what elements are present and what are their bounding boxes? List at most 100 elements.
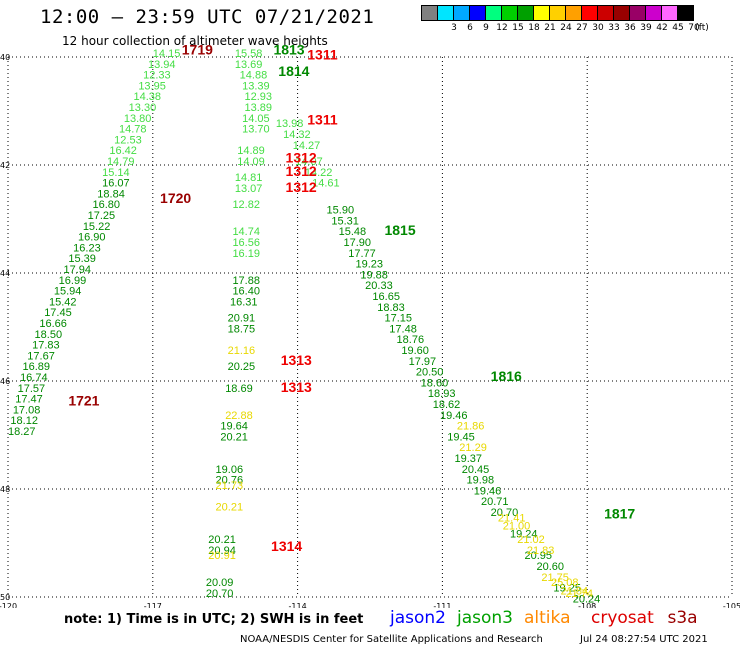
pass-time-label: 1314 bbox=[271, 538, 302, 554]
wave-height-label: 16.65 bbox=[372, 291, 400, 303]
wave-height-label: 14.78 bbox=[119, 124, 147, 136]
wave-height-label: 13.89 bbox=[245, 102, 273, 114]
wave-height-label: 21.75 bbox=[541, 572, 569, 584]
wave-height-label: 16.31 bbox=[230, 296, 258, 308]
wave-height-label: 19.60 bbox=[401, 345, 429, 357]
wave-height-label: 12.93 bbox=[245, 91, 273, 103]
wave-height-label: 18.69 bbox=[225, 383, 253, 395]
wave-height-label: 13.39 bbox=[242, 80, 270, 92]
wave-height-label: 20.50 bbox=[416, 367, 444, 379]
wave-height-label: 17.57 bbox=[18, 383, 46, 395]
wave-height-label: 14.89 bbox=[237, 145, 265, 157]
wave-height-label: 21.41 bbox=[498, 512, 526, 524]
pass-time-label: 1721 bbox=[68, 392, 99, 408]
wave-height-label: 17.94 bbox=[64, 264, 92, 276]
wave-height-label: 18.93 bbox=[428, 388, 456, 400]
wave-height-label: 15.58 bbox=[235, 48, 263, 60]
wave-height-label: 18.27 bbox=[8, 426, 36, 438]
wave-height-label: 16.99 bbox=[59, 275, 87, 287]
wave-height-label: 16.19 bbox=[232, 248, 260, 260]
wave-height-label: 19.25 bbox=[553, 583, 581, 595]
colorbar-unit: (ft) bbox=[695, 23, 709, 33]
wave-height-label: 20.21 bbox=[220, 431, 248, 443]
wave-height-label: 18.50 bbox=[35, 329, 63, 341]
wave-height-label: 19.45 bbox=[447, 431, 475, 443]
wave-height-label: 14.15 bbox=[153, 48, 181, 60]
pass-time-label: 1311 bbox=[307, 112, 338, 128]
lat-tick-label: 50 bbox=[0, 593, 10, 602]
wave-height-label: 21.74 bbox=[565, 588, 593, 600]
wave-height-label: 15.31 bbox=[331, 215, 359, 227]
lat-tick-label: 40 bbox=[0, 53, 10, 62]
lat-tick-label: 48 bbox=[0, 485, 10, 494]
wave-height-label: 17.83 bbox=[32, 340, 60, 352]
wave-height-label: 12.33 bbox=[143, 70, 171, 82]
wave-height-label: 16.56 bbox=[232, 237, 260, 249]
pass-time-label: 1816 bbox=[491, 368, 522, 384]
wave-height-label: 14.22 bbox=[305, 167, 333, 179]
wave-height-label: 16.40 bbox=[232, 286, 260, 298]
wave-height-label: 13.94 bbox=[148, 59, 176, 71]
colorbar-label: 42 bbox=[656, 23, 668, 33]
wave-height-label: 25.08 bbox=[551, 577, 579, 589]
lat-tick-label: 44 bbox=[0, 269, 10, 278]
wave-height-label: 15.42 bbox=[49, 296, 77, 308]
colorbar-label: 27 bbox=[576, 23, 588, 33]
wave-height-label: 18.76 bbox=[397, 334, 425, 346]
wave-height-label: 18.75 bbox=[228, 323, 256, 335]
map-title: 12:00 – 23:59 UTC 07/21/2021 bbox=[40, 6, 375, 28]
wave-height-label: 17.15 bbox=[384, 313, 412, 325]
wave-height-label: 13.69 bbox=[235, 59, 263, 71]
pass-time-label: 1313 bbox=[281, 379, 312, 395]
altimeter-map: 40 42 44 46 48 50-120 -117 -114 -111 -108 -105 14.1… bbox=[0, 41, 740, 608]
wave-height-label: 20.95 bbox=[524, 550, 552, 562]
colorbar-labels: 3 6 9 12 15 18 21 24 27 30 33 36 39 42 45 70 (ft) bbox=[422, 23, 732, 35]
wave-height-label: 20.94 bbox=[208, 545, 236, 557]
satellite-jason2: jason2 bbox=[390, 608, 446, 628]
wave-height-label: 20.70 bbox=[491, 507, 519, 519]
wave-height-label: 19.46 bbox=[474, 485, 502, 497]
wave-height-label: 14.88 bbox=[240, 70, 268, 82]
pass-time-label: 1814 bbox=[278, 63, 309, 79]
lon-tick-label: -114 bbox=[289, 602, 307, 608]
wave-height-label: 15.39 bbox=[68, 253, 96, 265]
wave-height-label: 21.00 bbox=[503, 521, 531, 533]
wave-height-label: 21.73 bbox=[216, 480, 244, 492]
wave-height-label: 16.23 bbox=[73, 242, 101, 254]
colorbar-label: 12 bbox=[496, 23, 508, 33]
lat-tick-label: 46 bbox=[0, 377, 10, 386]
wave-height-label: 20.33 bbox=[365, 280, 393, 292]
wave-height-label: 13.80 bbox=[124, 113, 152, 125]
wave-height-label: 16.80 bbox=[92, 199, 120, 211]
wave-height-label: 16.07 bbox=[102, 178, 130, 190]
wave-height-label: 14.38 bbox=[133, 91, 161, 103]
wave-height-label: 17.45 bbox=[44, 307, 72, 319]
lon-tick-label: -117 bbox=[144, 602, 162, 608]
wave-height-label: 19.23 bbox=[356, 259, 384, 271]
map-subtitle: 12 hour collection of altimeter wave hei… bbox=[62, 34, 328, 48]
wave-height-label: 14.07 bbox=[295, 156, 323, 168]
wave-height-label: 17.67 bbox=[27, 350, 55, 362]
colorbar-label: 45 bbox=[672, 23, 684, 33]
colorbar-swatch bbox=[677, 5, 694, 21]
wave-height-label: 18.83 bbox=[377, 302, 405, 314]
colorbar-label: 3 bbox=[451, 23, 457, 33]
wave-height-label: 21.16 bbox=[228, 345, 256, 357]
wave-height-label: 20.71 bbox=[481, 496, 509, 508]
generated-timestamp: Jul 24 08:27:54 UTC 2021 bbox=[580, 634, 708, 645]
wave-height-label: 20.60 bbox=[537, 561, 565, 573]
wave-height-label: 20.09 bbox=[206, 577, 234, 589]
wave-height-label: 18.84 bbox=[97, 188, 125, 200]
wave-height-label: 14.79 bbox=[107, 156, 135, 168]
pass-time-label: 1817 bbox=[604, 506, 635, 522]
wave-height-label: 14.74 bbox=[232, 226, 260, 238]
wave-height-label: 15.90 bbox=[327, 205, 355, 217]
wave-height-label: 19.06 bbox=[216, 464, 244, 476]
wave-height-label: 15.94 bbox=[54, 286, 82, 298]
wave-height-label: 13.70 bbox=[242, 124, 270, 136]
wave-height-label: 18.60 bbox=[421, 377, 449, 389]
wave-height-label: 20.21 bbox=[208, 534, 236, 546]
wave-height-label: 16.74 bbox=[20, 372, 48, 384]
wave-height-label: 19.64 bbox=[220, 421, 248, 433]
wave-height-label: 16.90 bbox=[78, 232, 106, 244]
